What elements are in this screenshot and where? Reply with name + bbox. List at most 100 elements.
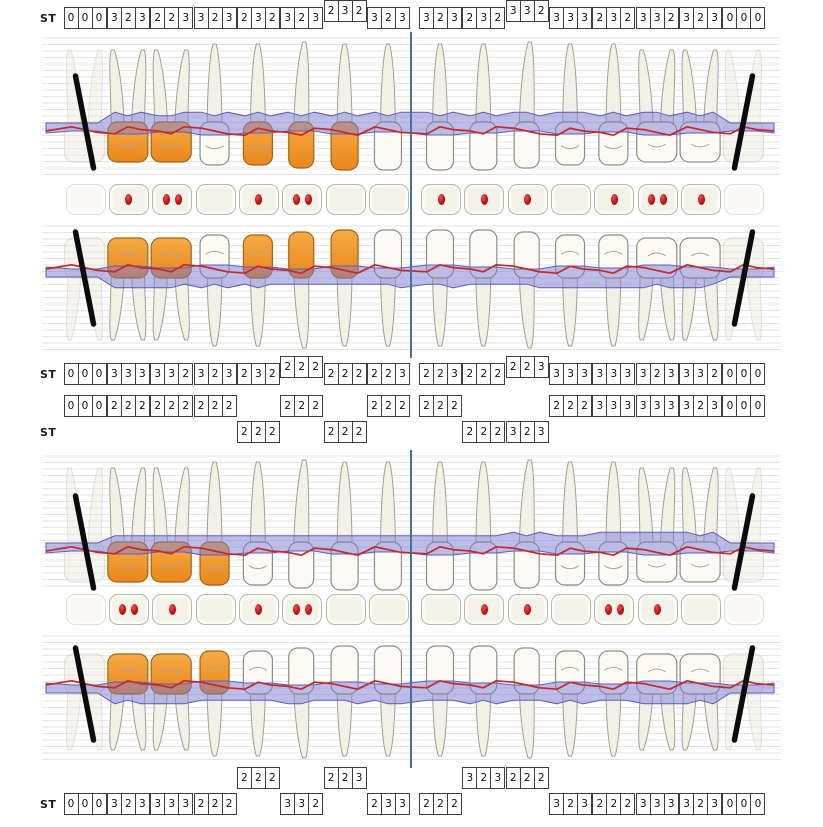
tooth-arch-upper-palatal-4[interactable]: [199, 234, 230, 347]
st-cell[interactable]: 2: [269, 426, 276, 438]
st-cell[interactable]: 3: [581, 798, 588, 810]
st-cell[interactable]: 3: [680, 396, 695, 416]
st-cell[interactable]: 0: [723, 364, 738, 384]
st-cell[interactable]: 3: [624, 368, 632, 380]
st-cell[interactable]: 3: [564, 364, 579, 384]
tooth-arch-upper-palatal-16[interactable]: [722, 237, 765, 341]
st-cell[interactable]: 2: [209, 364, 223, 384]
st-cell[interactable]: 2: [477, 768, 492, 788]
st-cell[interactable]: 3: [564, 8, 579, 28]
st-cell[interactable]: 3: [399, 12, 406, 24]
occlusal-surface-t16[interactable]: [724, 594, 765, 625]
st-cell[interactable]: 3: [399, 368, 406, 380]
tooth-arch-upper-palatal-11[interactable]: [513, 231, 540, 349]
tooth-arch-upper-buccal-1[interactable]: [63, 49, 106, 163]
st-cell[interactable]: 2: [312, 798, 320, 810]
tooth-arch-upper-buccal-10[interactable]: [469, 43, 498, 171]
occlusal-surface-t3[interactable]: [152, 184, 193, 215]
st-cell[interactable]: 2: [195, 794, 209, 814]
tooth-arch-upper-palatal-12[interactable]: [554, 234, 586, 347]
tooth-arch-upper-buccal-7[interactable]: [330, 43, 359, 171]
st-cell[interactable]: 3: [225, 12, 233, 24]
st-cell[interactable]: 3: [581, 368, 588, 380]
tooth-arch-lower-lingual-10[interactable]: [469, 461, 498, 591]
st-cell[interactable]: 2: [382, 396, 396, 416]
st-cell[interactable]: 2: [122, 794, 136, 814]
st-cell[interactable]: 0: [95, 400, 103, 412]
occlusal-surface-t2[interactable]: [108, 594, 149, 625]
st-cell[interactable]: 2: [494, 426, 502, 438]
st-cell[interactable]: 3: [382, 794, 396, 814]
st-cell[interactable]: 3: [637, 8, 651, 28]
tooth-arch-lower-lingual-3[interactable]: [150, 467, 192, 583]
tooth-arch-upper-palatal-9[interactable]: [425, 229, 455, 347]
st-cell[interactable]: 3: [680, 364, 695, 384]
st-cell[interactable]: 3: [667, 798, 675, 810]
st-cell[interactable]: 3: [225, 368, 233, 380]
st-cell[interactable]: 3: [399, 798, 406, 810]
tooth-arch-lower-lingual-5[interactable]: [242, 461, 273, 586]
st-cell[interactable]: 2: [521, 768, 535, 788]
st-cell[interactable]: 2: [507, 768, 521, 788]
tooth-arch-lower-lingual-8[interactable]: [373, 461, 403, 591]
st-cell[interactable]: 3: [624, 400, 632, 412]
st-cell[interactable]: 2: [165, 8, 180, 28]
st-cell[interactable]: 3: [151, 794, 166, 814]
st-cell[interactable]: 2: [434, 8, 448, 28]
occlusal-surface-t12[interactable]: [551, 594, 592, 625]
st-cell[interactable]: 2: [355, 426, 363, 438]
occlusal-surface-t5[interactable]: [238, 184, 279, 215]
st-cell[interactable]: 3: [182, 798, 190, 810]
st-cell[interactable]: 2: [295, 396, 310, 416]
st-cell[interactable]: 3: [295, 794, 310, 814]
tooth-arch-upper-buccal-2[interactable]: [107, 49, 149, 163]
st-cell[interactable]: 2: [463, 8, 478, 28]
st-cell[interactable]: 2: [139, 400, 146, 412]
st-cell[interactable]: 3: [607, 364, 622, 384]
st-cell[interactable]: 3: [593, 364, 608, 384]
st-cell[interactable]: 2: [694, 794, 709, 814]
st-cell[interactable]: 2: [238, 8, 252, 28]
st-cell[interactable]: 3: [550, 794, 565, 814]
st-cell[interactable]: 0: [737, 364, 752, 384]
st-cell[interactable]: 3: [368, 8, 382, 28]
st-cell[interactable]: 2: [269, 772, 276, 784]
st-cell[interactable]: 2: [269, 12, 276, 24]
tooth-arch-lower-buccal-1[interactable]: [63, 653, 106, 751]
st-cell[interactable]: 2: [624, 12, 632, 24]
st-cell[interactable]: 3: [281, 8, 296, 28]
st-cell[interactable]: 3: [451, 12, 458, 24]
tooth-arch-lower-lingual-13[interactable]: [598, 461, 629, 586]
st-cell[interactable]: 2: [325, 364, 339, 384]
st-cell[interactable]: 2: [182, 368, 190, 380]
occlusal-surface-t8[interactable]: [368, 594, 409, 625]
st-cell[interactable]: 2: [238, 768, 252, 788]
st-cell[interactable]: 0: [65, 794, 79, 814]
st-cell[interactable]: 3: [507, 1, 521, 21]
occlusal-surface-t13[interactable]: [594, 594, 635, 625]
occlusal-surface-t16[interactable]: [724, 184, 765, 215]
st-cell[interactable]: 2: [325, 1, 339, 21]
